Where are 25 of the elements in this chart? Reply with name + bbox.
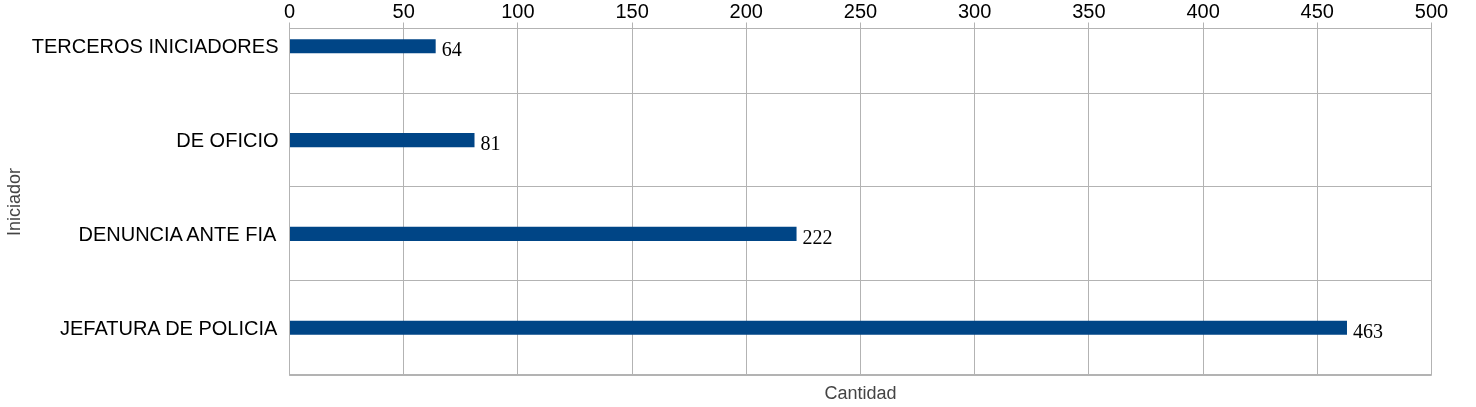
x-tick-label: 0 <box>283 0 296 22</box>
x-tick-label: 450 <box>1300 0 1334 22</box>
x-tick-label: 400 <box>1186 0 1220 22</box>
y-tick-label: DENUNCIA ANTE FIA <box>78 222 277 245</box>
y-axis-title: Iniciador <box>3 167 24 237</box>
y-tick-label: TERCEROS INICIADORES <box>31 35 279 58</box>
data-label: 222 <box>802 225 833 248</box>
data-label: 64 <box>441 38 462 61</box>
data-label: 81 <box>480 132 501 155</box>
x-tick-label: 250 <box>843 0 878 22</box>
x-tick-label: 300 <box>958 0 992 22</box>
bar <box>289 39 436 54</box>
y-tick-label: JEFATURA DE POLICIA <box>59 316 279 339</box>
x-axis-title: Cantidad <box>824 382 897 403</box>
x-tick-label: 200 <box>729 0 763 22</box>
y-tick-label: DE OFICIO <box>176 129 279 152</box>
x-tick-label: 150 <box>615 0 649 22</box>
x-tick-label: 350 <box>1072 0 1106 22</box>
bar <box>289 226 797 241</box>
bar <box>289 320 1347 335</box>
x-tick-label: 100 <box>501 0 535 22</box>
x-tick-label: 500 <box>1414 0 1449 22</box>
x-tick-label: 50 <box>392 0 415 22</box>
data-label: 463 <box>1352 319 1383 342</box>
bar <box>289 133 475 148</box>
